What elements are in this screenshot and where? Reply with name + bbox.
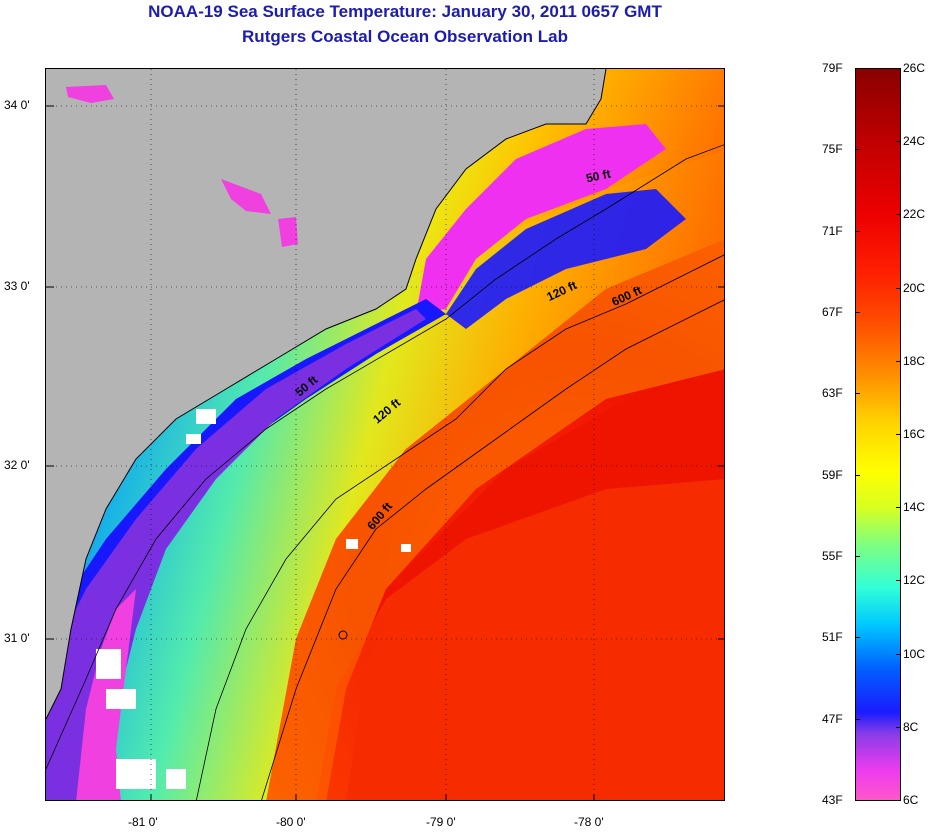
temperature-colorbar: [855, 68, 901, 801]
colorbar-f-tick: [855, 312, 860, 313]
colorbar-f-label: 63F: [822, 386, 843, 401]
colorbar-f-label: 79F: [822, 61, 843, 75]
colorbar-c-tick: [896, 507, 901, 509]
lon-label-81: -81 0': [128, 815, 158, 829]
colorbar-c-tick: [896, 287, 901, 289]
colorbar-c-tick: [896, 800, 901, 801]
colorbar-c-label: 22C: [903, 207, 926, 222]
colorbar-c-tick: [896, 68, 901, 69]
lon-label-78: -78 0': [574, 815, 604, 829]
colorbar-c-label: 16C: [903, 427, 926, 441]
colorbar-f-tick: [855, 474, 860, 476]
map-title: NOAA-19 Sea Surface Temperature: January…: [148, 2, 662, 21]
colorbar-c-label: 8C: [903, 719, 919, 734]
lat-label-31: 31 0': [4, 631, 30, 645]
colorbar-f-tick: [855, 800, 860, 801]
lon-label-79: -79 0': [426, 815, 456, 829]
colorbar-c-label: 14C: [903, 500, 926, 515]
colorbar-f-tick: [855, 230, 860, 232]
lon-label-80: -80 0': [276, 815, 306, 829]
colorbar-c-tick: [896, 653, 901, 655]
colorbar-f-tick: [855, 718, 860, 720]
colorbar-f-tick: [855, 556, 860, 557]
sst-map: 50 ft 120 ft 600 ft 50 ft 120 ft 600 ft: [45, 68, 725, 801]
lat-label-33: 33 0': [4, 279, 30, 293]
colorbar-c-label: 10C: [903, 646, 926, 661]
colorbar-f-label: 59F: [822, 467, 843, 482]
colorbar-f-label: 47F: [822, 711, 843, 726]
colorbar-c-tick: [896, 434, 901, 435]
colorbar-c-tick: [896, 214, 901, 216]
colorbar-f-label: 71F: [822, 223, 843, 238]
colorbar-c-label: 18C: [903, 353, 926, 368]
colorbar-f-label: 67F: [822, 305, 843, 319]
colorbar-c-label: 20C: [903, 280, 926, 295]
colorbar-c-label: 12C: [903, 573, 926, 588]
colorbar-f-tick: [855, 149, 860, 151]
lat-label-34: 34 0': [4, 98, 30, 112]
colorbar-c-label: 6C: [903, 793, 919, 807]
colorbar-c-tick: [896, 141, 901, 143]
colorbar-c-label: 26C: [903, 61, 926, 75]
colorbar-c-tick: [896, 580, 901, 582]
sst-map-image: [46, 69, 724, 800]
map-subtitle: Rutgers Coastal Ocean Observation Lab: [242, 27, 568, 46]
colorbar-c-label: 24C: [903, 134, 926, 149]
colorbar-f-label: 43F: [822, 793, 843, 807]
colorbar-f-label: 51F: [822, 630, 843, 645]
colorbar-f-label: 75F: [822, 142, 843, 157]
lat-label-32: 32 0': [4, 458, 30, 472]
colorbar-c-tick: [896, 726, 901, 728]
colorbar-f-tick: [855, 393, 860, 395]
colorbar-f-tick: [855, 68, 860, 69]
colorbar-c-tick: [896, 360, 901, 362]
colorbar-f-tick: [855, 637, 860, 639]
colorbar-f-label: 55F: [822, 549, 843, 563]
